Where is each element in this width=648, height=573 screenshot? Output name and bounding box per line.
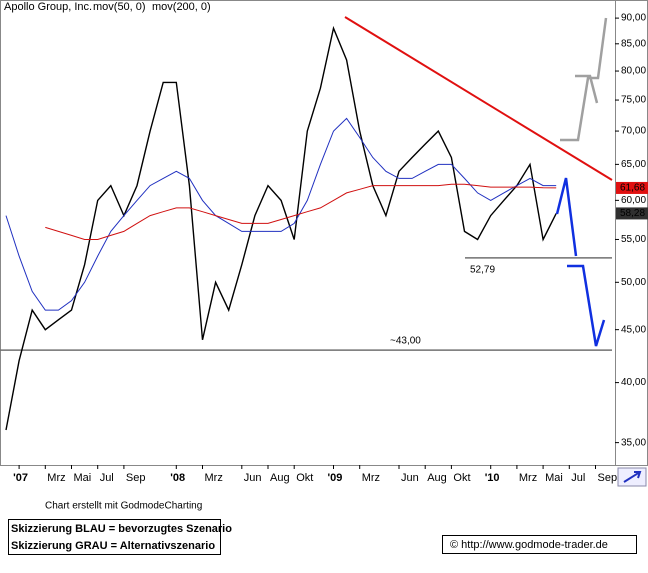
x-tick-label: '07 [13,472,28,484]
price-tag [616,181,648,194]
chart-title: Apollo Group, Inc. [4,1,92,13]
x-tick-label: '09 [328,472,343,484]
x-tick-label: Sep [598,472,618,484]
y-tick-label: 80,00 [621,66,646,77]
price-tag-label: 61,68 [620,183,645,194]
x-tick-label: '10 [485,472,500,484]
y-tick-label: 40,00 [621,377,646,388]
support-label: 52,79 [470,265,495,276]
blue-scenario [567,264,606,347]
legend-blue: Skizzierung BLAU = bevorzugtes Szenario [11,523,232,535]
y-tick-label: 55,00 [621,234,646,245]
y-tick-label: 75,00 [621,95,646,106]
x-tick-label: Jul [100,472,114,484]
x-tick-label: Mai [74,472,92,484]
y-tick-label: 70,00 [621,126,646,137]
axis-frame [615,0,648,466]
y-tick-label: 45,00 [621,324,646,335]
x-tick-label: Jun [401,472,419,484]
x-tick-label: Jul [571,472,585,484]
x-tick-label: Mrz [519,472,537,484]
legend-grey: Skizzierung GRAU = Alternativszenario [11,540,215,552]
indicator-label: mov(50, 0) [93,1,146,13]
grey-scenario [575,74,599,104]
plot-frame [0,0,616,466]
icon-arrow [623,471,642,483]
x-tick-label: Okt [296,472,313,484]
url: © http://www.godmode-trader.de [450,539,608,551]
y-tick-label: 35,00 [621,437,646,448]
indicator-label: mov(200, 0) [152,1,211,13]
price-tag [616,207,648,220]
support-label: ~43,00 [390,336,421,347]
x-tick-label: Mrz [205,472,223,484]
x-tick-label: Aug [270,472,290,484]
y-tick-label: 90,00 [621,13,646,24]
x-tick-label: Jun [244,472,262,484]
plot [0,25,612,431]
trend-line [344,16,613,181]
x-tick-label: Mai [545,472,563,484]
x-tick-label: Sep [126,472,146,484]
credit: Chart erstellt mit GodmodeCharting [45,501,202,512]
y-tick-label: 60,00 [621,195,646,206]
x-tick-label: Aug [427,472,447,484]
series-line [5,25,557,431]
x-tick-label: '08 [170,472,185,484]
series-line [45,183,557,240]
url-box [442,535,637,554]
blue-scenario [555,177,578,257]
y-tick-label: 65,00 [621,159,646,170]
grey-scenario [560,17,608,142]
legend-box [8,519,221,555]
price-tag-label: 58,28 [620,208,645,219]
y-tick-label: 50,00 [621,277,646,288]
x-tick-label: Mrz [362,472,380,484]
series-line [5,117,557,311]
y-tick-label: 85,00 [621,38,646,49]
x-tick-label: Mrz [47,472,65,484]
x-tick-label: Okt [453,472,470,484]
